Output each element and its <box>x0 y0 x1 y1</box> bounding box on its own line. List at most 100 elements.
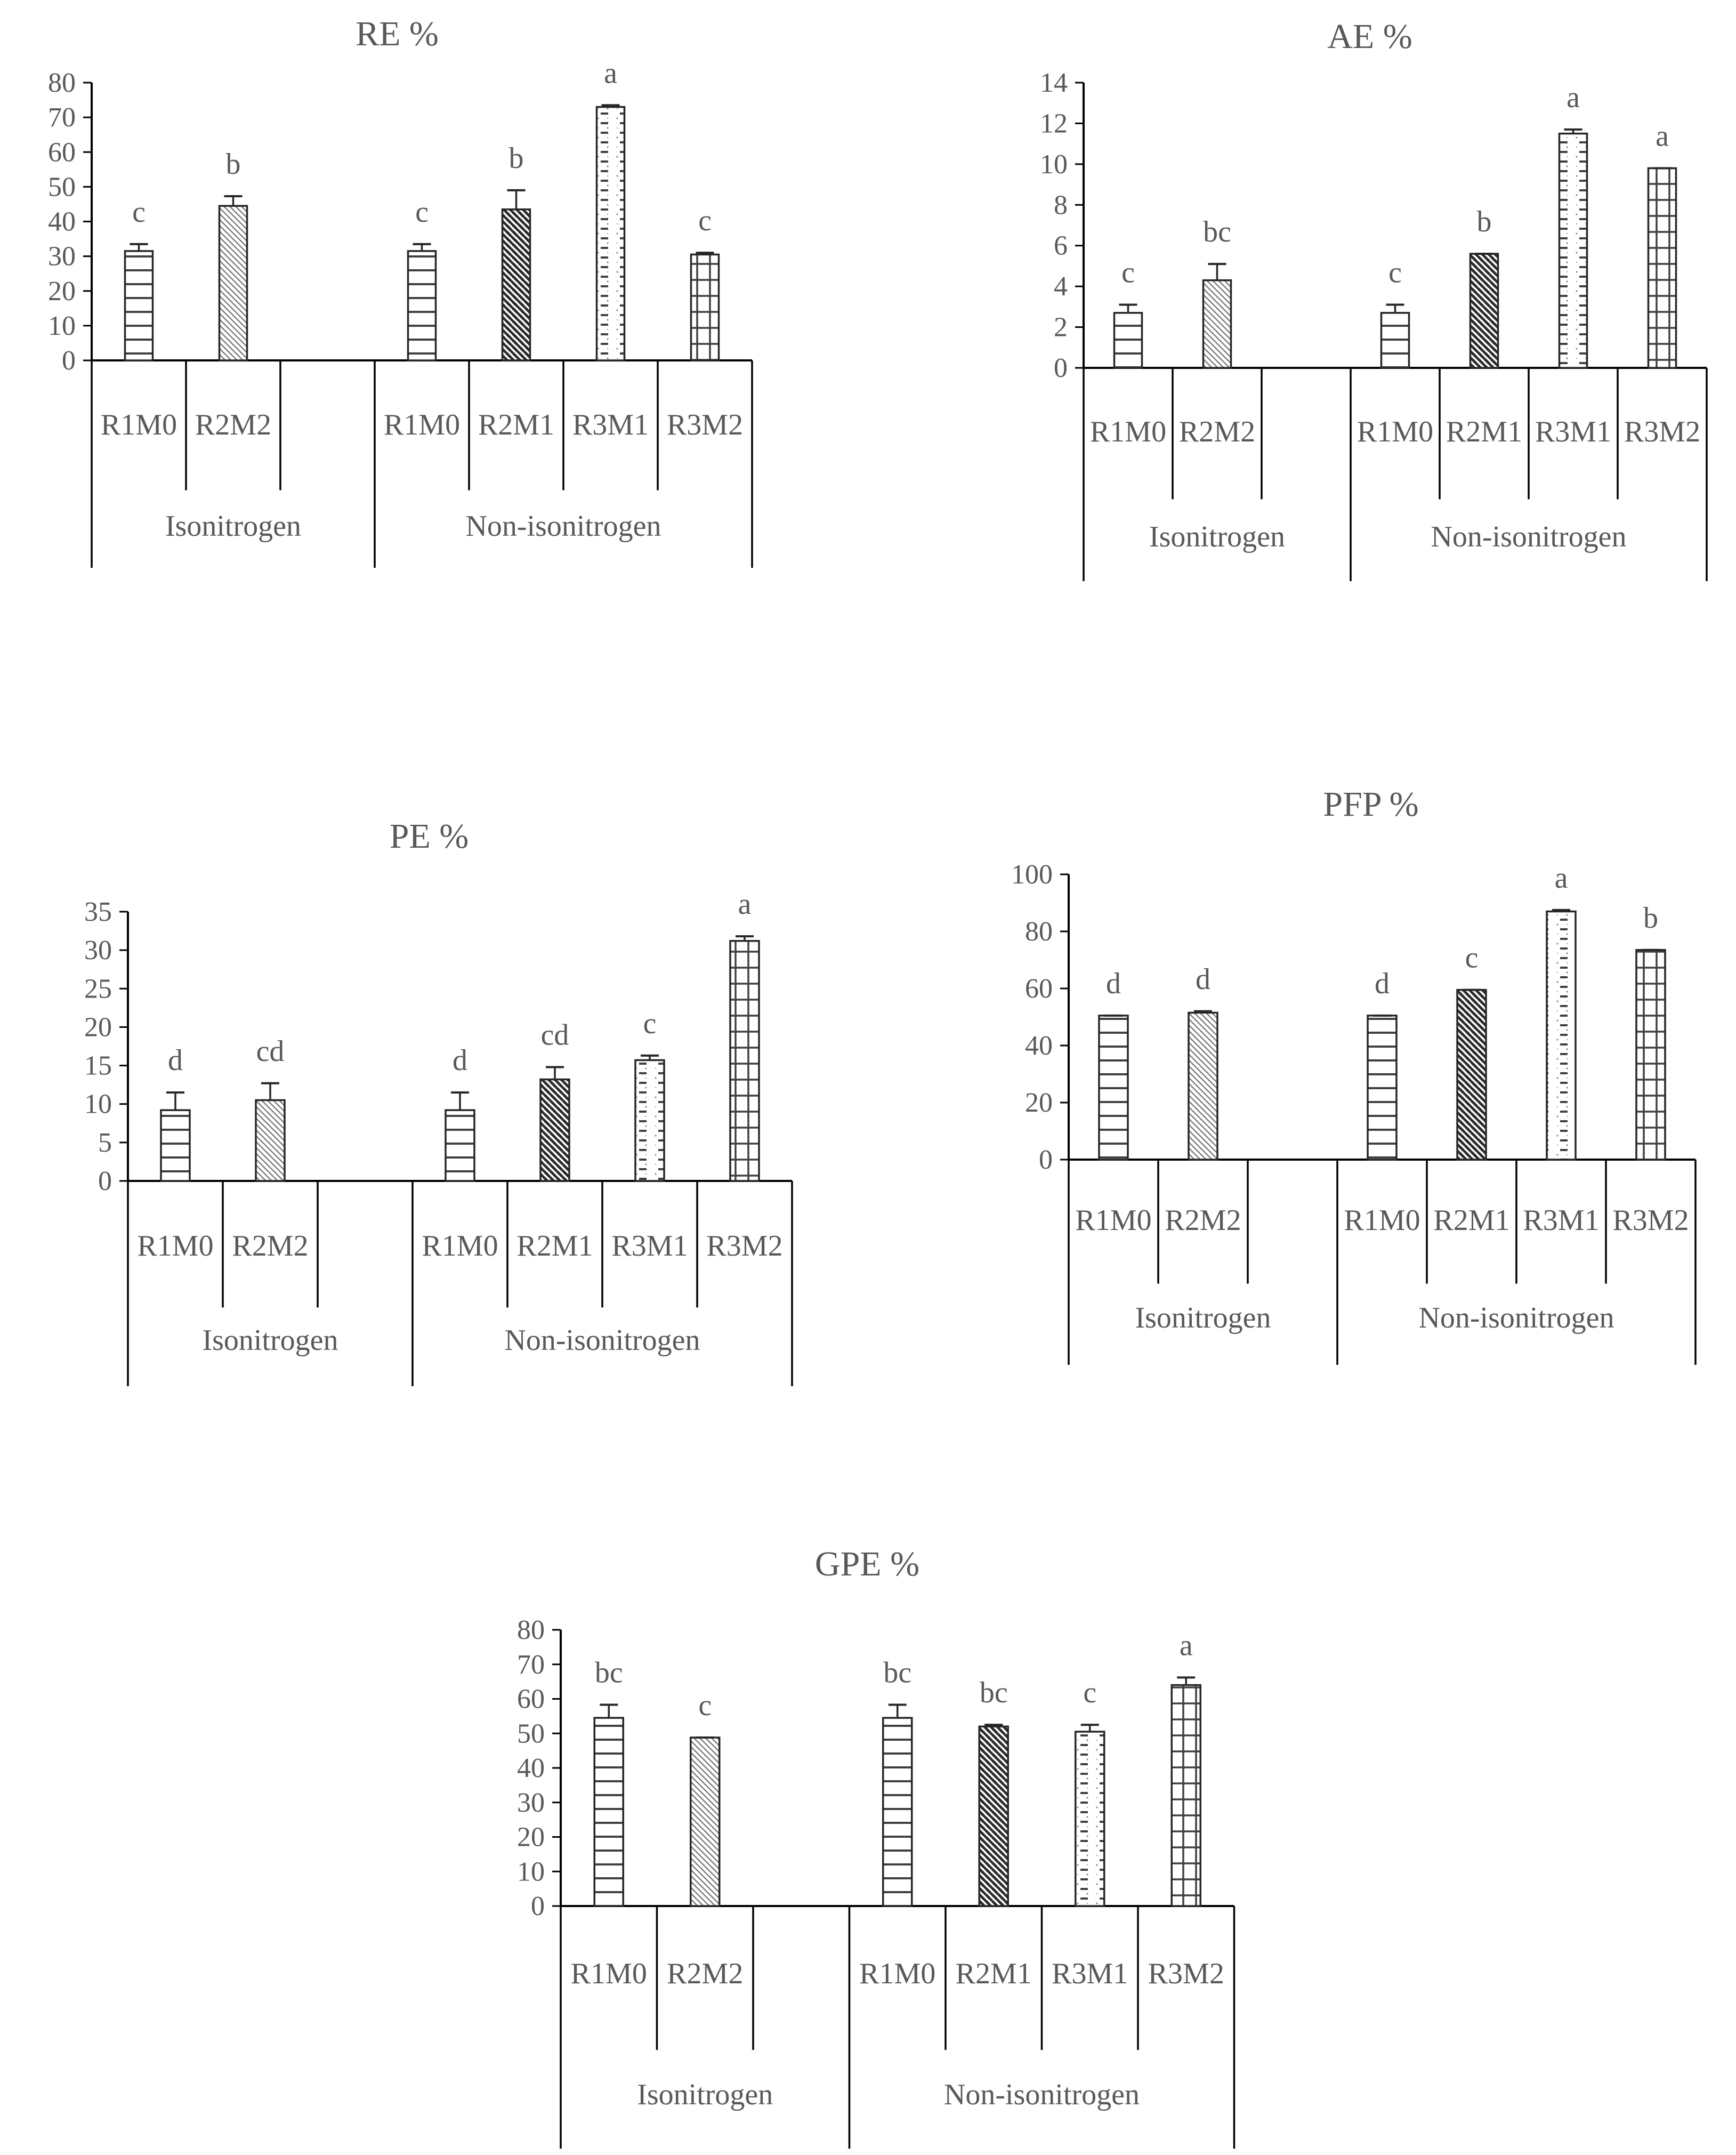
category-label: R1M0 <box>101 408 177 441</box>
category-label: R2M1 <box>1433 1204 1509 1237</box>
y-tick-label: 80 <box>1025 916 1053 947</box>
significance-letter: b <box>1643 902 1658 935</box>
y-tick-label: 20 <box>517 1822 545 1853</box>
y-tick-label: 40 <box>517 1753 545 1783</box>
y-tick-label: 6 <box>1054 231 1068 261</box>
significance-letter: c <box>643 1007 657 1040</box>
bar <box>1456 988 1487 1161</box>
category-label: R3M1 <box>1052 1957 1128 1990</box>
group-label: Non-isonitrogen <box>944 2078 1140 2111</box>
category-label: R1M0 <box>384 408 460 441</box>
bar <box>1098 1015 1129 1161</box>
significance-letter: c <box>415 196 429 229</box>
significance-letter: c <box>1388 256 1402 290</box>
category-label: R3M2 <box>1624 415 1700 448</box>
significance-letter: c <box>132 196 146 229</box>
bar <box>539 1078 570 1182</box>
chart-title: GPE % <box>815 1545 919 1583</box>
significance-letter: a <box>738 888 752 921</box>
category-label: R1M0 <box>1357 415 1433 448</box>
group-label: Non-isonitrogen <box>1418 1301 1614 1334</box>
significance-letter: a <box>1567 81 1580 114</box>
category-label: R2M2 <box>1165 1204 1241 1237</box>
category-label: R2M1 <box>1446 415 1522 448</box>
chart-title: AE % <box>1327 17 1412 56</box>
bar <box>1469 253 1499 369</box>
significance-letter: bc <box>595 1657 623 1690</box>
y-tick-label: 0 <box>62 345 76 376</box>
category-label: R1M0 <box>137 1229 213 1263</box>
bar <box>1546 910 1577 1161</box>
y-tick-label: 10 <box>48 311 76 341</box>
significance-letter: a <box>604 57 617 90</box>
category-label: R3M1 <box>1523 1204 1599 1237</box>
y-tick-label: 80 <box>517 1615 545 1645</box>
significance-letter: cd <box>541 1018 569 1051</box>
bar <box>595 106 626 361</box>
y-tick-label: 20 <box>84 1012 112 1042</box>
category-label: R2M2 <box>1179 415 1255 448</box>
category-label: R3M1 <box>1535 415 1611 448</box>
y-tick-label: 15 <box>84 1051 112 1081</box>
significance-letter: b <box>509 142 524 175</box>
significance-letter: a <box>1180 1629 1193 1662</box>
significance-letter: c <box>698 1689 712 1722</box>
y-tick-label: 30 <box>517 1788 545 1818</box>
category-label: R2M2 <box>667 1957 743 1990</box>
bar <box>978 1725 1009 1907</box>
category-label: R3M2 <box>667 408 743 441</box>
category-label: R3M1 <box>611 1229 688 1263</box>
category-label: R2M1 <box>516 1229 593 1263</box>
y-tick-label: 35 <box>84 897 112 927</box>
y-tick-label: 70 <box>517 1650 545 1680</box>
group-label: Isonitrogen <box>202 1324 338 1357</box>
y-tick-label: 12 <box>1040 108 1068 139</box>
bar <box>501 208 531 361</box>
category-label: R3M2 <box>1612 1204 1689 1237</box>
category-label: R1M0 <box>859 1957 935 1990</box>
y-tick-label: 30 <box>84 935 112 966</box>
bar <box>160 1109 191 1182</box>
chart-0: RE % 0 10 20 30 40 50 60 70 80 Isonitrogen Non-ison… <box>48 14 753 568</box>
y-tick-label: 100 <box>1011 859 1053 890</box>
significance-letter: bc <box>980 1676 1008 1709</box>
group-label: Isonitrogen <box>637 2078 773 2111</box>
bar <box>255 1099 286 1182</box>
category-label: R3M1 <box>572 408 649 441</box>
y-tick-label: 20 <box>1025 1088 1053 1118</box>
category-label: R1M0 <box>422 1229 498 1263</box>
category-label: R2M2 <box>232 1229 308 1263</box>
bar <box>1367 1015 1398 1161</box>
y-tick-label: 60 <box>517 1684 545 1715</box>
chart-title: PE % <box>390 817 469 856</box>
bar <box>593 1717 624 1907</box>
chart-3: PFP % 0 20 40 60 80 100 Isonitrogen Non-isonitro… <box>1011 785 1697 1365</box>
bar <box>1635 949 1666 1161</box>
bar <box>882 1717 913 1907</box>
y-tick-label: 80 <box>48 68 76 98</box>
significance-letter: c <box>1465 942 1479 975</box>
bar <box>690 253 720 361</box>
group-label: Isonitrogen <box>1135 1301 1271 1334</box>
significance-letter: cd <box>256 1035 285 1068</box>
y-tick-label: 0 <box>1039 1145 1053 1175</box>
y-tick-label: 40 <box>48 207 76 237</box>
significance-letter: c <box>1083 1676 1096 1709</box>
significance-letter: b <box>1477 205 1492 238</box>
y-tick-label: 5 <box>98 1128 112 1158</box>
group-label: Non-isonitrogen <box>504 1324 700 1357</box>
significance-letter: d <box>1375 967 1390 1000</box>
significance-letter: b <box>226 148 241 181</box>
significance-letter: a <box>1555 862 1568 895</box>
category-label: R2M2 <box>195 408 271 441</box>
category-label: R2M1 <box>956 1957 1032 1990</box>
bar <box>124 250 154 361</box>
bar <box>1188 1011 1218 1161</box>
significance-letter: c <box>1121 256 1135 290</box>
chart-1: AE % 0 2 4 6 8 10 12 14 Isonitrogen Non-isonitroge… <box>1040 17 1708 581</box>
y-tick-label: 4 <box>1054 271 1068 302</box>
significance-letter: d <box>1106 967 1121 1000</box>
